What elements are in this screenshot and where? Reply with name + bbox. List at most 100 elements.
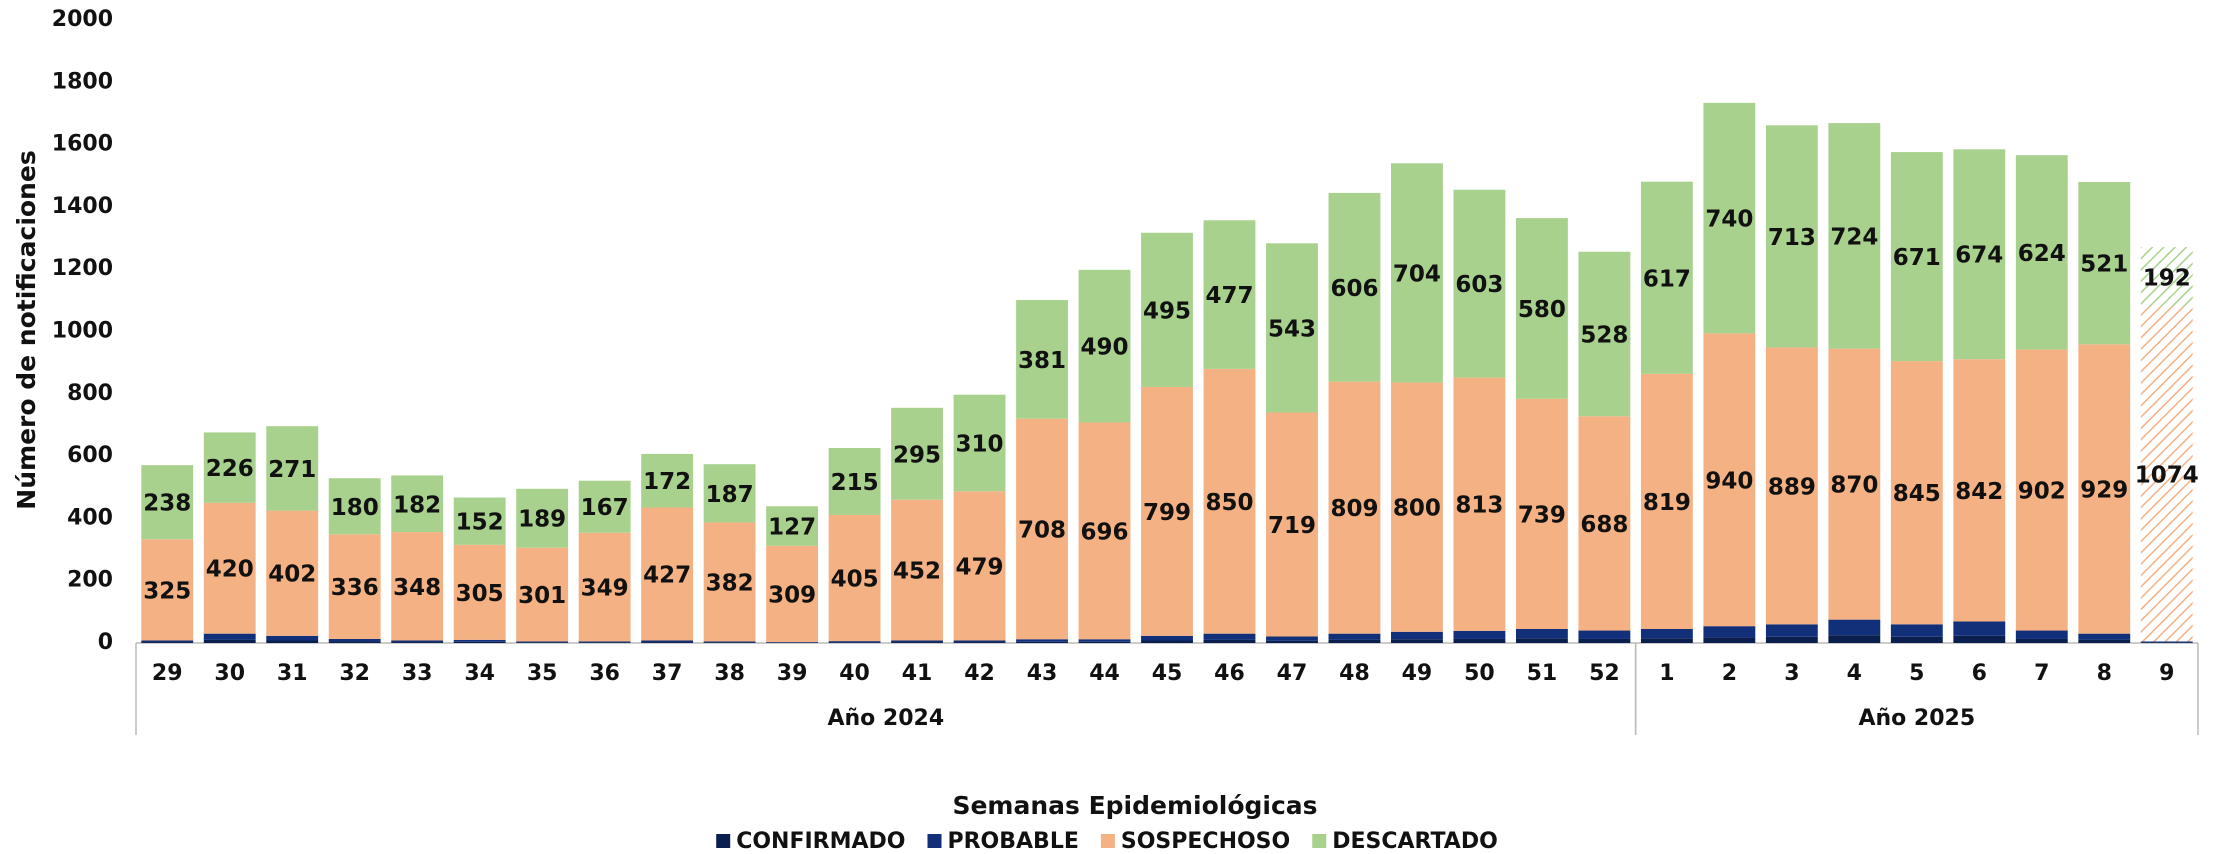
- bar-segment: [1515, 638, 1568, 643]
- x-tick-label: 38: [714, 661, 745, 686]
- bar-segment: [1828, 635, 1881, 643]
- data-label: 452: [893, 559, 941, 585]
- x-tick-label: 32: [339, 661, 370, 686]
- bar-segment: [1203, 368, 1256, 634]
- data-label: 543: [1268, 316, 1316, 342]
- x-tick-label: 47: [1277, 661, 1308, 686]
- bar-segment: [828, 514, 881, 642]
- x-tick-label: 6: [1972, 661, 1987, 686]
- bar-segment: [1890, 361, 1943, 625]
- bar-segment: [2078, 639, 2131, 643]
- bar-segment: [203, 502, 256, 634]
- bar-segment: [1016, 639, 1068, 642]
- data-label: 301: [518, 583, 566, 609]
- bar-segment: [516, 488, 569, 548]
- bar-segment: [1391, 639, 1443, 643]
- bar-segment: [953, 640, 1006, 643]
- data-label: 713: [1768, 225, 1816, 251]
- bar-segment: [1141, 635, 1193, 641]
- x-tick-label: 33: [402, 661, 433, 686]
- y-tick-label: 0: [98, 630, 113, 655]
- data-label: 1074: [2135, 463, 2199, 489]
- bar-segment: [141, 539, 194, 641]
- bar-segment: [1078, 641, 1131, 643]
- data-label: 929: [2080, 477, 2128, 503]
- bar-segment: [328, 478, 381, 535]
- data-label: 167: [581, 495, 629, 521]
- x-tick-label: 3: [1784, 661, 1799, 686]
- y-tick-label: 1800: [52, 69, 113, 94]
- legend-label: SOSPECHOSO: [1121, 829, 1290, 854]
- bar-segment: [1328, 192, 1381, 382]
- bar-segment: [2015, 155, 2068, 350]
- data-label: 521: [2080, 252, 2128, 278]
- bar-segment: [1328, 633, 1381, 640]
- bar-segment: [328, 534, 381, 639]
- bar-segment: [1765, 125, 1818, 348]
- x-tick-label: 30: [214, 661, 245, 686]
- x-tick-label: 50: [1464, 661, 1495, 686]
- x-tick-label: 31: [277, 661, 308, 686]
- bar-segment: [703, 464, 756, 523]
- bar-segment: [703, 641, 756, 643]
- x-tick-label: 9: [2159, 661, 2174, 686]
- bar-segment: [1266, 640, 1318, 643]
- bar-segment: [891, 642, 943, 643]
- bar-segment: [1890, 636, 1943, 643]
- bar-segment: [578, 532, 631, 642]
- legend-swatch: [1312, 834, 1327, 848]
- bar-segment: [2078, 633, 2131, 640]
- legend-swatch: [716, 834, 731, 848]
- data-label: 708: [1018, 517, 1066, 543]
- x-tick-label: 43: [1027, 661, 1058, 686]
- x-tick-label: 5: [1909, 661, 1924, 686]
- bar-segment: [1391, 631, 1443, 640]
- bar-segment: [516, 641, 569, 643]
- data-label: 215: [831, 470, 879, 496]
- data-label: 617: [1643, 266, 1691, 292]
- bar-segment: [1453, 189, 1506, 378]
- bar-segment: [2078, 344, 2131, 634]
- bar-segment: [266, 510, 319, 636]
- data-label: 799: [1143, 500, 1191, 526]
- bar-segment: [203, 633, 256, 640]
- data-label: 889: [1768, 474, 1816, 500]
- x-axis-title: Semanas Epidemiológicas: [952, 791, 1317, 820]
- bar-segment: [2015, 349, 2068, 631]
- bar-segment: [453, 641, 506, 643]
- bar-segment: [578, 480, 631, 533]
- bar-segment: [1203, 639, 1256, 643]
- bar-segment: [1765, 624, 1818, 637]
- data-label: 724: [1830, 224, 1878, 250]
- bar-segment: [1453, 630, 1506, 639]
- bar-segment: [453, 497, 506, 545]
- bar-segment: [953, 491, 1006, 641]
- data-label: 192: [2143, 265, 2191, 291]
- bar-segment: [828, 642, 881, 643]
- bar-segment: [953, 642, 1006, 643]
- bar-segment: [1953, 635, 2006, 643]
- bar-segment: [891, 499, 943, 641]
- bar-segment: [1328, 381, 1381, 634]
- bar-segment: [2140, 306, 2193, 642]
- data-label: 704: [1393, 261, 1441, 287]
- data-label: 490: [1081, 335, 1129, 361]
- bar-segment: [1828, 123, 1881, 349]
- bar-segment: [391, 532, 444, 641]
- data-label: 940: [1705, 468, 1753, 494]
- bar-segment: [891, 640, 943, 643]
- data-label: 382: [706, 570, 754, 596]
- x-tick-label: 7: [2034, 661, 2049, 686]
- legend-swatch: [927, 834, 942, 848]
- legend-label: PROBABLE: [947, 829, 1078, 854]
- data-label: 271: [268, 457, 316, 483]
- bar-segment: [203, 639, 256, 643]
- data-label: 477: [1205, 283, 1253, 309]
- bar-segment: [391, 640, 444, 643]
- bar-segment: [391, 475, 444, 533]
- bar-segment: [641, 640, 694, 643]
- y-tick-label: 1600: [52, 132, 113, 157]
- bar-segment: [2015, 630, 2068, 639]
- legend-swatch: [1100, 834, 1115, 848]
- bar-segment: [1453, 377, 1506, 631]
